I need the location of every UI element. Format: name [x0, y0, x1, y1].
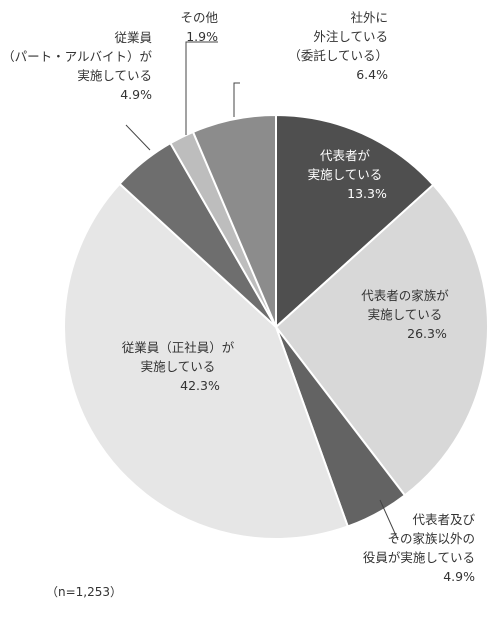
slice-value-label: 4.9% — [443, 569, 475, 584]
slice-category-label: 実施している — [77, 68, 152, 83]
slice-label-4: 従業員（正社員）が実施している 42.3% — [122, 340, 235, 393]
pie-slice-2 — [274, 183, 490, 497]
slice-category-label: （パート・アルバイト）が — [2, 49, 152, 64]
slice-category-label: 社外に — [350, 10, 388, 25]
slice-value-label: 42.3% — [180, 378, 220, 393]
slice-category-label: 代表者及び — [412, 512, 475, 527]
slice-label-5: 従業員 （パート・アルバイト）が実施している 4.9% — [2, 30, 152, 102]
pie-slice-4 — [63, 182, 350, 540]
leader-line-3 — [379, 499, 399, 541]
slice-category-label: 外注している — [313, 29, 388, 44]
pie-slice-7 — [191, 113, 277, 328]
slice-label-6: その他 1.9% — [180, 10, 218, 44]
slice-value-label: 6.4% — [356, 67, 388, 82]
slice-category-label: 従業員（正社員）が — [122, 340, 235, 355]
sample-size-note: （n=1,253） — [46, 585, 123, 599]
slice-category-label: 実施している — [141, 359, 216, 374]
slice-value-label: 1.9% — [186, 29, 218, 44]
leader-line-6 — [185, 41, 218, 135]
slice-value-label: 26.3% — [407, 326, 447, 341]
slice-label-1: 代表者が実施している 13.3% — [308, 148, 387, 201]
slice-label-7: 社外に外注している （委託している） 6.4% — [288, 10, 388, 82]
slice-category-label: 実施している — [368, 307, 443, 322]
slice-category-label: 役員が実施している — [363, 550, 475, 565]
slice-value-label: 4.9% — [120, 87, 152, 102]
slice-category-label: 従業員 — [114, 30, 152, 45]
leader-line-5 — [125, 124, 151, 151]
slice-category-label: 代表者が — [320, 148, 371, 163]
slice-category-label: 代表者の家族が — [361, 288, 449, 303]
slice-category-label: その家族以外の — [387, 531, 475, 546]
slice-label-2: 代表者の家族が実施している 26.3% — [361, 288, 449, 341]
slice-category-label: （委託している） — [288, 48, 388, 63]
slice-value-label: 13.3% — [347, 186, 387, 201]
slice-category-label: その他 — [180, 10, 218, 25]
slice-label-3: 代表者及びその家族以外の役員が実施している 4.9% — [363, 512, 476, 584]
slice-category-label: 実施している — [308, 167, 383, 182]
pie-slice-1 — [275, 113, 435, 330]
leader-line-7 — [233, 82, 240, 117]
